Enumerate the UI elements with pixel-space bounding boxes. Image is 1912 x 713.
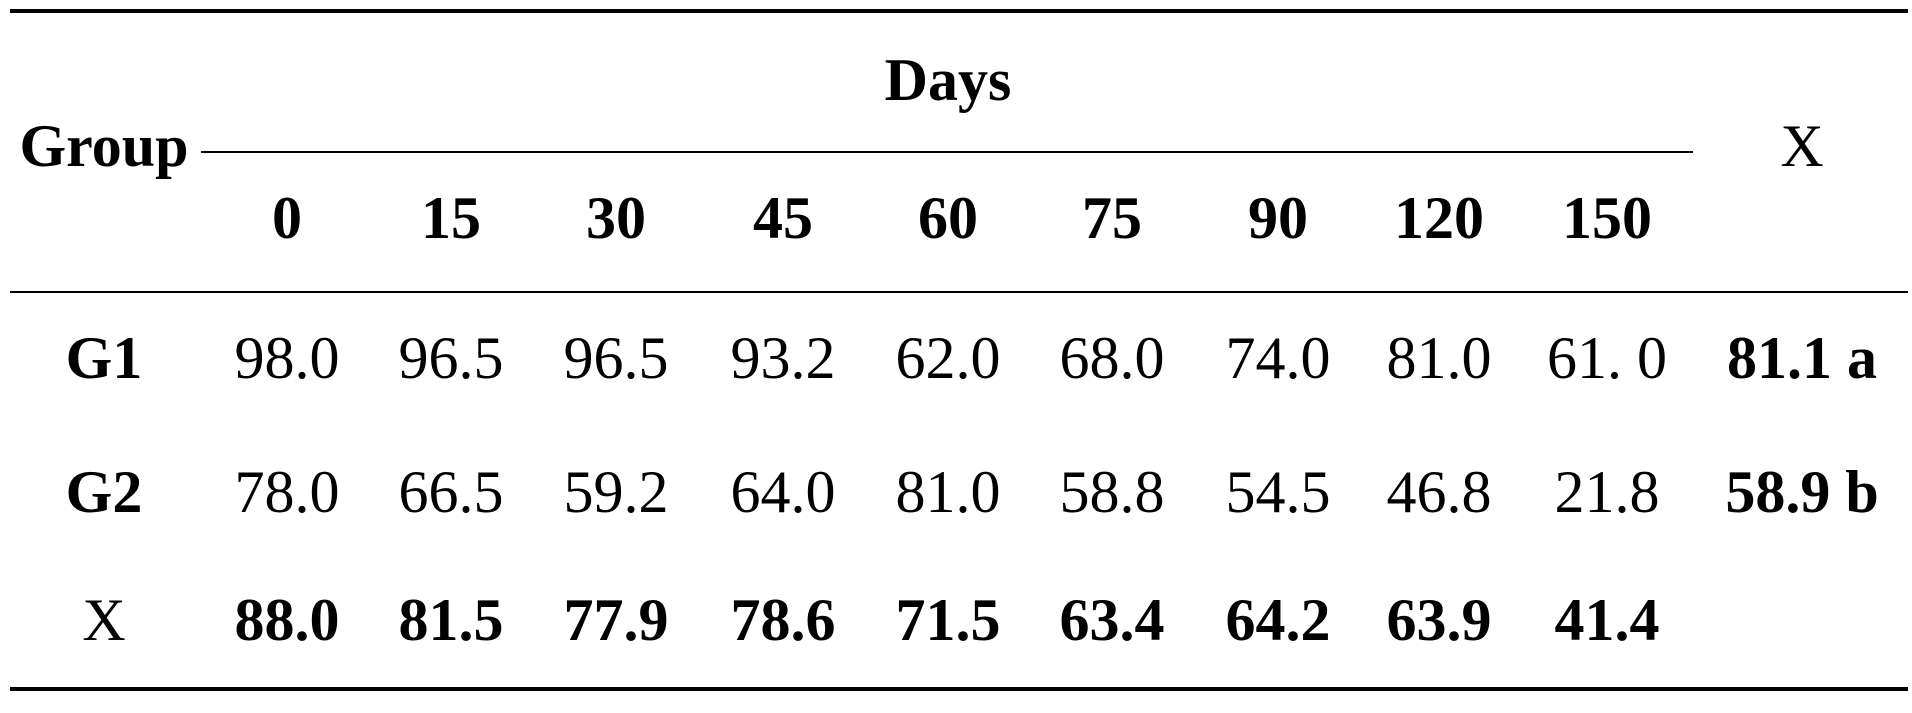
- cell: 54.5: [1226, 459, 1331, 525]
- cell: 77.9: [564, 587, 669, 653]
- cell: 61. 0: [1547, 325, 1667, 391]
- day-header: 0: [272, 185, 302, 251]
- cell: 78.6: [731, 587, 836, 653]
- day-header: 90: [1248, 185, 1308, 251]
- cell: 66.5: [399, 459, 504, 525]
- cell: 71.5: [896, 587, 1001, 653]
- day-header: 60: [918, 185, 978, 251]
- row-label: G2: [66, 459, 143, 525]
- cell: 68.0: [1060, 325, 1165, 391]
- row-label: X: [82, 587, 125, 653]
- row-label: G1: [66, 325, 143, 391]
- cell: 63.4: [1060, 587, 1165, 653]
- cell: 64.2: [1226, 587, 1331, 653]
- cell: 81.5: [399, 587, 504, 653]
- cell: 63.9: [1387, 587, 1492, 653]
- day-header: 120: [1394, 185, 1484, 251]
- day-header: 75: [1082, 185, 1142, 251]
- day-header: 150: [1562, 185, 1652, 251]
- day-header: 45: [753, 185, 813, 251]
- cell: 74.0: [1226, 325, 1331, 391]
- row-mean: 81.1 a: [1727, 325, 1877, 391]
- cell: 59.2: [564, 459, 669, 525]
- cell: 62.0: [896, 325, 1001, 391]
- mean-header: X: [1780, 113, 1823, 179]
- cell: 81.0: [1387, 325, 1492, 391]
- cell: 88.0: [235, 587, 340, 653]
- cell: 64.0: [731, 459, 836, 525]
- cell: 41.4: [1555, 587, 1660, 653]
- group-header: Group: [20, 113, 189, 179]
- row-mean: 58.9 b: [1725, 459, 1878, 525]
- cell: 58.8: [1060, 459, 1165, 525]
- cell: 93.2: [731, 325, 836, 391]
- cell: 78.0: [235, 459, 340, 525]
- cell: 98.0: [235, 325, 340, 391]
- cell: 96.5: [399, 325, 504, 391]
- cell: 46.8: [1387, 459, 1492, 525]
- cell: 81.0: [896, 459, 1001, 525]
- cell: 21.8: [1555, 459, 1660, 525]
- cell: 96.5: [564, 325, 669, 391]
- day-header: 30: [586, 185, 646, 251]
- days-header: Days: [885, 47, 1012, 113]
- day-header: 15: [421, 185, 481, 251]
